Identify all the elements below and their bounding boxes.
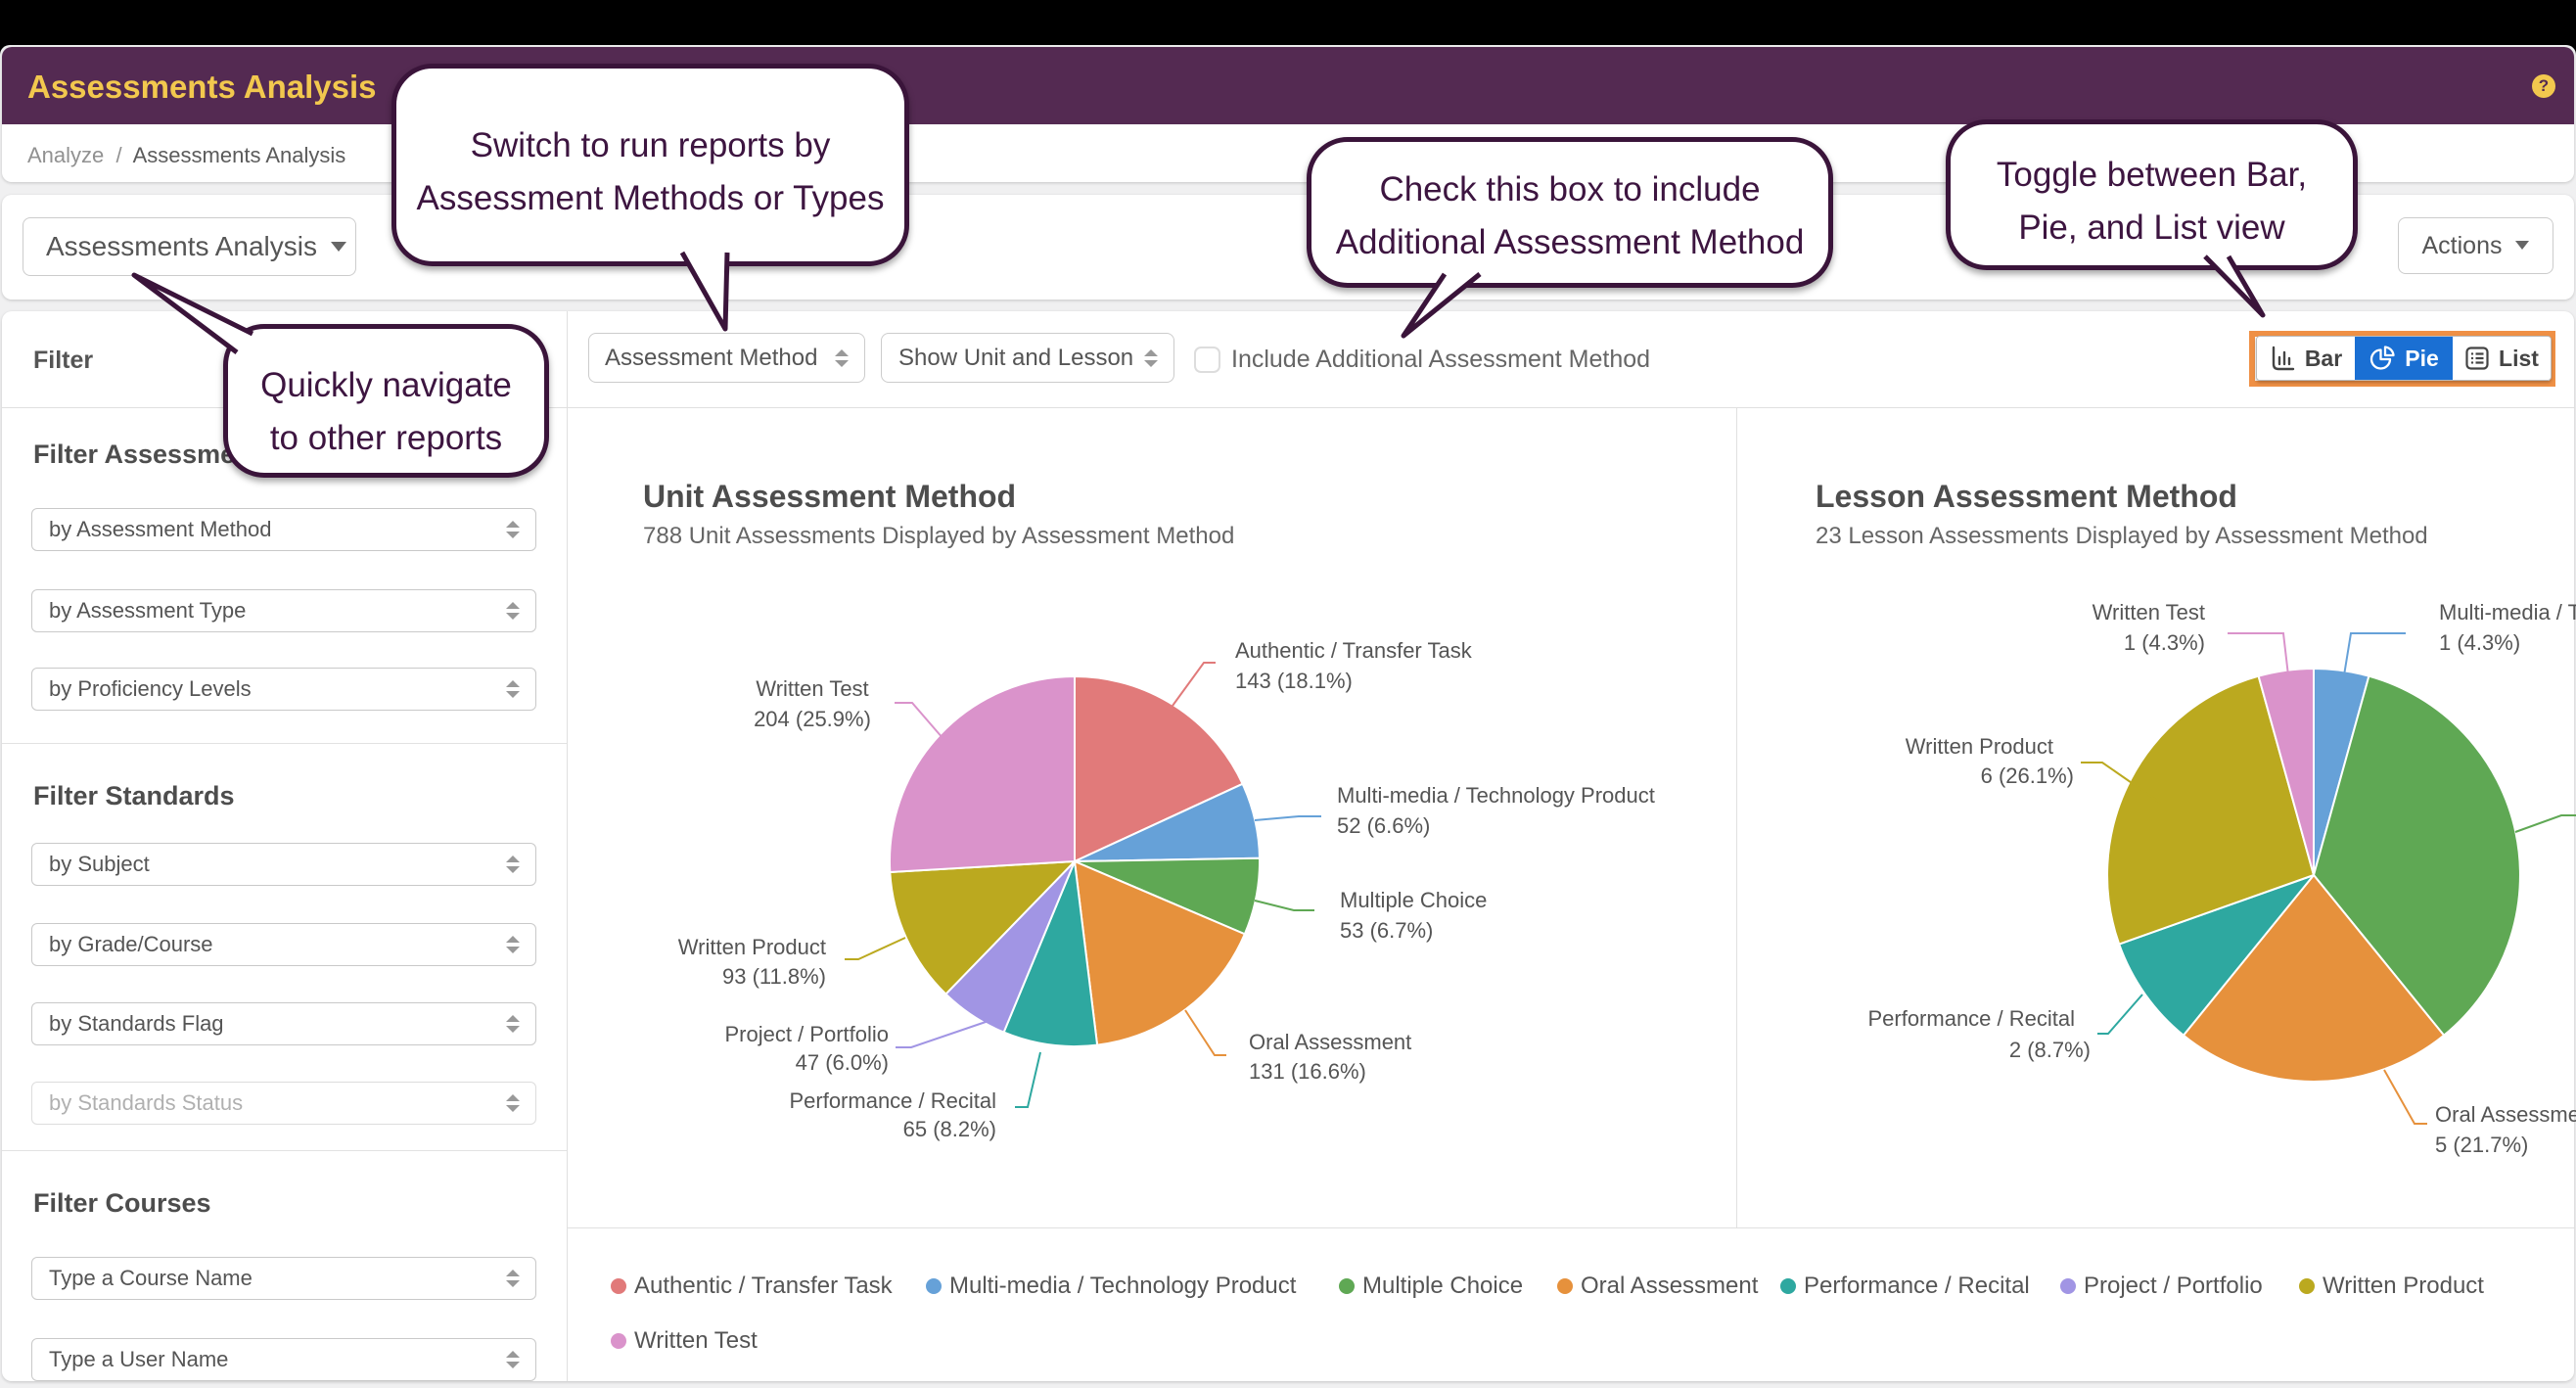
svg-text:47 (6.0%): 47 (6.0%) [796, 1050, 889, 1075]
svg-text:Performance / Recital: Performance / Recital [1867, 1006, 2075, 1031]
svg-text:65 (8.2%): 65 (8.2%) [903, 1117, 996, 1141]
svg-text:Performance / Recital: Performance / Recital [789, 1088, 996, 1113]
svg-text:Multiple Choice: Multiple Choice [1340, 888, 1487, 912]
svg-text:204 (25.9%): 204 (25.9%) [754, 707, 871, 731]
svg-text:93 (11.8%): 93 (11.8%) [722, 964, 826, 989]
svg-text:6 (26.1%): 6 (26.1%) [1981, 763, 2074, 788]
svg-text:Oral Assessmen: Oral Assessmen [2435, 1102, 2576, 1127]
svg-text:131 (16.6%): 131 (16.6%) [1249, 1059, 1366, 1084]
svg-text:53 (6.7%): 53 (6.7%) [1340, 918, 1433, 943]
svg-text:52 (6.6%): 52 (6.6%) [1337, 813, 1430, 838]
svg-text:5 (21.7%): 5 (21.7%) [2435, 1133, 2528, 1157]
svg-text:2 (8.7%): 2 (8.7%) [2009, 1038, 2091, 1062]
svg-text:143 (18.1%): 143 (18.1%) [1235, 669, 1353, 693]
svg-text:1 (4.3%): 1 (4.3%) [2439, 630, 2520, 655]
svg-text:Authentic / Transfer Task: Authentic / Transfer Task [1235, 638, 1473, 663]
svg-text:Written Test: Written Test [756, 676, 868, 701]
svg-text:Oral Assessment: Oral Assessment [1249, 1030, 1411, 1054]
svg-text:Written Product: Written Product [678, 935, 826, 959]
svg-text:Multi-media / Te: Multi-media / Te [2439, 600, 2576, 625]
svg-text:Project / Portfolio: Project / Portfolio [724, 1022, 889, 1046]
svg-text:Written Test: Written Test [2093, 600, 2205, 625]
svg-text:1 (4.3%): 1 (4.3%) [2124, 630, 2205, 655]
svg-text:Multi-media / Technology Produ: Multi-media / Technology Product [1337, 783, 1655, 808]
svg-text:Written Product: Written Product [1906, 734, 2053, 759]
